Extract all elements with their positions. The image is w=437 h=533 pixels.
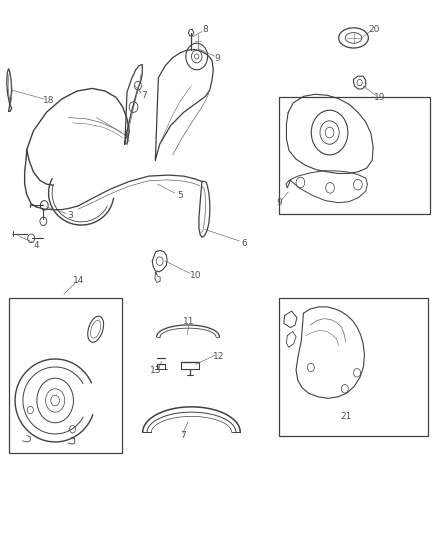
Text: 7: 7 [180, 431, 186, 440]
Text: 9: 9 [215, 54, 221, 62]
Text: 13: 13 [149, 366, 161, 375]
Text: 10: 10 [190, 271, 201, 279]
Text: 12: 12 [213, 352, 224, 361]
Bar [279, 298, 427, 435]
Text: 5: 5 [177, 191, 183, 200]
Text: 9: 9 [277, 198, 282, 207]
Text: 7: 7 [142, 91, 147, 100]
Bar [279, 98, 430, 214]
Text: 18: 18 [43, 96, 54, 105]
Text: 19: 19 [374, 93, 385, 102]
Bar [9, 298, 122, 453]
Text: 6: 6 [241, 239, 246, 248]
Text: 20: 20 [368, 25, 379, 34]
Text: 8: 8 [203, 26, 208, 35]
Text: 3: 3 [68, 211, 73, 220]
Text: 11: 11 [183, 317, 194, 326]
Text: 4: 4 [34, 241, 40, 250]
Text: 14: 14 [73, 276, 85, 285]
Text: 1: 1 [124, 130, 130, 139]
Text: 21: 21 [340, 412, 351, 421]
